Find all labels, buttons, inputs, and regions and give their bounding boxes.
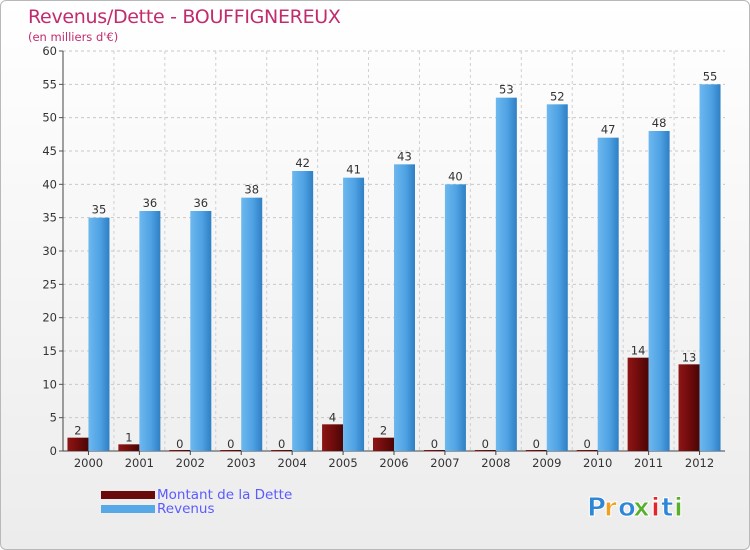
bar-dette: [627, 357, 649, 451]
bar-dette: [322, 424, 344, 451]
bar-dette: [118, 444, 140, 451]
data-label-revenus: 36: [193, 196, 208, 210]
bar-revenus: [444, 184, 466, 452]
bar-revenus: [699, 84, 721, 451]
data-label-dette: 0: [533, 437, 540, 451]
logo-letter: i: [651, 493, 660, 523]
data-label-revenus: 35: [92, 203, 107, 217]
y-tick-label: 30: [42, 244, 57, 258]
bar-dette: [678, 364, 700, 451]
y-tick-label: 45: [42, 144, 57, 158]
bar-revenus: [139, 211, 161, 451]
y-tick-label: 55: [42, 77, 57, 91]
data-label-revenus: 53: [499, 83, 514, 97]
bar-revenus: [648, 131, 670, 451]
x-tick-label: 2005: [328, 456, 357, 470]
y-tick-label: 0: [50, 444, 57, 458]
bar-dette: [525, 450, 547, 451]
legend-label-dette: Montant de la Dette: [157, 487, 293, 503]
legend-label-revenus: Revenus: [157, 501, 215, 517]
x-tick-label: 2012: [685, 456, 714, 470]
data-labels: 2 35 1 36 0 36 0 38 0 42 4 41 2 43 0 40 0 53 0 52 0 47 14 48 13 5…: [74, 69, 717, 451]
bar-revenus: [394, 164, 415, 452]
legend-swatch-revenus: [101, 505, 155, 513]
bar-dette: [220, 450, 242, 451]
y-tick-label: 50: [42, 111, 57, 125]
bar-dette: [474, 450, 496, 451]
data-label-dette: 14: [631, 344, 646, 358]
bar-dette: [423, 450, 445, 451]
data-label-revenus: 48: [652, 116, 667, 130]
bar-revenus: [495, 97, 517, 452]
data-label-dette: 0: [431, 437, 438, 451]
y-tick-label: 40: [42, 177, 57, 191]
data-label-dette: 2: [74, 424, 81, 438]
bar-revenus: [241, 197, 263, 451]
x-tick-label: 2007: [430, 456, 459, 470]
bar-dette: [373, 437, 394, 451]
data-label-revenus: 55: [703, 69, 718, 83]
legend-item-revenus: Revenus: [101, 501, 215, 517]
data-label-revenus: 40: [448, 169, 463, 183]
logo-letter: x: [633, 493, 650, 523]
bars: [67, 84, 721, 452]
bar-dette: [169, 450, 191, 451]
data-label-revenus: 36: [143, 196, 158, 210]
data-label-dette: 0: [227, 437, 234, 451]
data-label-dette: 2: [380, 424, 387, 438]
proxiti-logo: Pr ox i t i: [587, 493, 684, 524]
bar-revenus: [343, 177, 365, 451]
y-tick-label: 60: [42, 44, 57, 58]
logo-letter: o: [618, 493, 636, 523]
logo-letter: r: [604, 493, 617, 523]
legend-swatch-dette: [101, 491, 155, 499]
logo-letter: i: [674, 493, 683, 523]
logo-letter: t: [661, 493, 673, 523]
data-label-revenus: 41: [346, 163, 361, 177]
data-label-revenus: 47: [601, 123, 616, 137]
x-tick-label: 2010: [583, 456, 612, 470]
data-label-dette: 4: [329, 410, 336, 424]
legend-item-dette: Montant de la Dette: [101, 487, 292, 503]
y-tick-label: 15: [42, 344, 57, 358]
bar-revenus: [292, 171, 314, 451]
data-label-dette: 0: [482, 437, 489, 451]
bar-dette: [271, 450, 293, 451]
x-tick-label: 2009: [532, 456, 561, 470]
data-label-revenus: 43: [397, 149, 412, 163]
y-tick-label: 25: [42, 277, 57, 291]
x-tick-label: 2000: [74, 456, 103, 470]
x-tick-label: 2006: [379, 456, 408, 470]
bar-revenus: [190, 211, 212, 451]
bar-dette: [67, 437, 89, 451]
data-label-revenus: 42: [295, 156, 310, 170]
x-tick-label: 2002: [176, 456, 205, 470]
y-tick-label: 10: [42, 377, 57, 391]
bar-revenus: [546, 104, 568, 451]
data-label-revenus: 38: [244, 183, 259, 197]
x-tick-label: 2004: [278, 456, 307, 470]
bar-revenus: [88, 217, 110, 451]
chart-subtitle: (en milliers d'€): [28, 30, 119, 44]
data-label-dette: 0: [176, 437, 183, 451]
data-label-revenus: 52: [550, 89, 565, 103]
x-tick-label: 2008: [481, 456, 510, 470]
logo-letter: P: [587, 493, 606, 523]
data-label-dette: 1: [125, 430, 132, 444]
y-tick-label: 5: [50, 411, 57, 425]
x-tick-label: 2011: [634, 456, 663, 470]
x-tick-label: 2003: [227, 456, 256, 470]
data-label-dette: 13: [682, 350, 697, 364]
bar-revenus: [597, 137, 619, 451]
x-tick-label: 2001: [125, 456, 154, 470]
y-tick-label: 20: [42, 311, 57, 325]
chart-title: Revenus/Dette - BOUFFIGNEREUX: [28, 6, 341, 28]
bar-dette: [576, 450, 598, 451]
data-label-dette: 0: [584, 437, 591, 451]
data-label-dette: 0: [278, 437, 285, 451]
y-tick-label: 35: [42, 211, 57, 225]
